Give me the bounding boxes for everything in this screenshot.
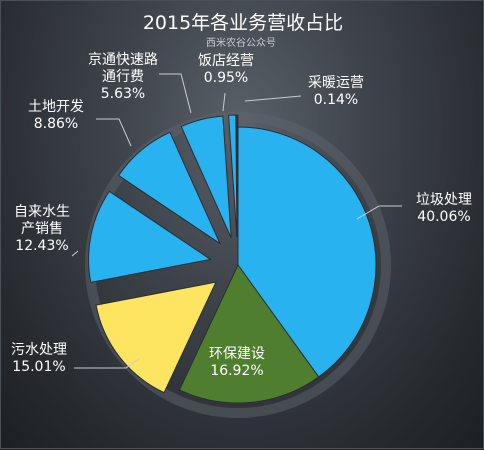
slice-label: 采暖运营 0.14% xyxy=(308,75,364,108)
pie-slice xyxy=(95,281,217,394)
pie-slice xyxy=(178,264,320,404)
leader-line xyxy=(74,358,140,369)
leader-line xyxy=(222,92,226,112)
leader-lines xyxy=(71,73,402,369)
slice-label-line: 污水处理 xyxy=(11,342,67,358)
slice-label-line: 12.43% xyxy=(15,238,68,254)
slice-label: 饭店经营 0.95% xyxy=(198,53,254,86)
slice-label-line: 土地开发 xyxy=(28,99,84,115)
pie-slice xyxy=(236,114,239,238)
slice-label-line: 自来水生 xyxy=(14,204,70,220)
slice-label-line: 0.95% xyxy=(204,70,248,86)
leader-line xyxy=(244,95,302,102)
chart-title: 2015年各业务营收占比 xyxy=(142,12,344,34)
slice-label-line: 通行费 xyxy=(102,69,144,85)
slice-label-line: 环保建设 xyxy=(209,346,265,362)
slice-label: 环保建设 16.92% xyxy=(209,346,265,379)
slice-label-line: 8.86% xyxy=(34,116,78,132)
slice-label: 京通快速路通行费 5.63% xyxy=(88,52,158,102)
slice-label-line: 16.92% xyxy=(210,363,263,379)
slice-label-line: 京通快速路 xyxy=(88,52,158,68)
watermark: 西米农谷公众号 xyxy=(206,38,276,49)
slice-label: 自来水生产销售 12.43% xyxy=(14,204,70,254)
slice-label-line: 5.63% xyxy=(101,86,145,102)
leader-line xyxy=(159,73,192,114)
leader-line xyxy=(71,250,79,257)
slice-labels: 垃圾处理 40.06% 环保建设 16.92% 污水处理 15.01% 自来水生产销售 12.… xyxy=(11,52,472,379)
slice-label-line: 饭店经营 xyxy=(198,53,254,69)
slice-label: 污水处理 15.01% xyxy=(11,342,67,375)
slice-label: 土地开发 8.86% xyxy=(28,99,84,132)
pie-slice xyxy=(228,114,238,238)
pie-slices xyxy=(85,112,391,418)
pie-slice xyxy=(88,190,212,283)
pie-slice xyxy=(180,115,232,239)
leader-line xyxy=(96,118,132,147)
pie-slice xyxy=(118,131,222,245)
slice-label-line: 40.06% xyxy=(417,209,470,225)
pie-slice xyxy=(237,126,377,378)
leader-line xyxy=(356,205,402,220)
slice-label-line: 垃圾处理 xyxy=(416,192,472,208)
slice-label-line: 15.01% xyxy=(12,359,65,375)
slice-label-line: 产销售 xyxy=(21,221,63,237)
slice-label: 垃圾处理 40.06% xyxy=(416,192,472,225)
slice-label-line: 0.14% xyxy=(314,92,358,108)
slice-label-line: 采暖运营 xyxy=(308,75,364,91)
